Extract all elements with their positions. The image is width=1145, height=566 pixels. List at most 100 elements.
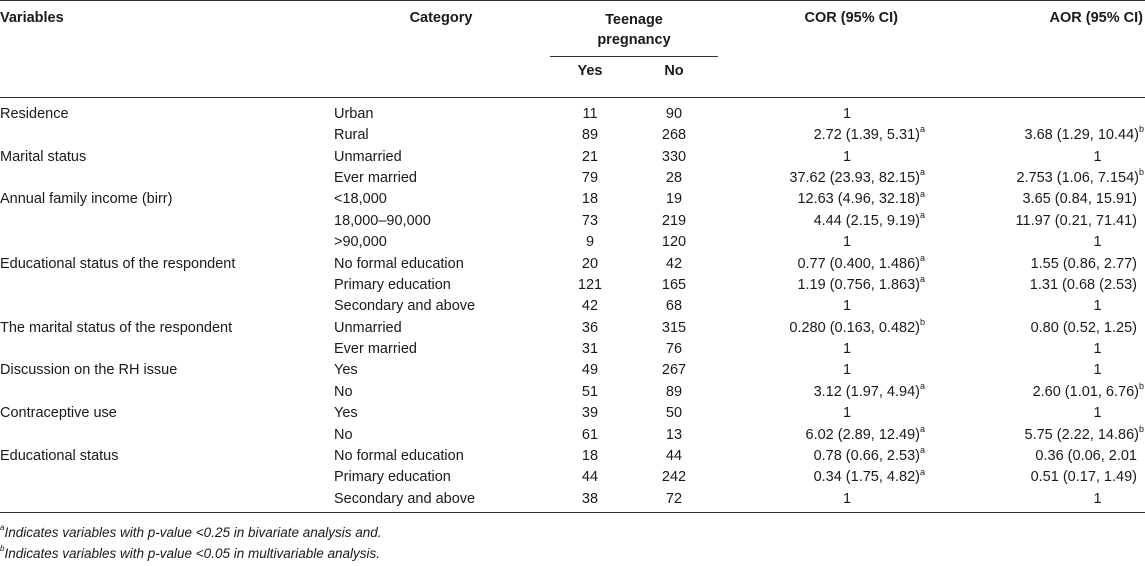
cell-aor: 0.80 (0.52, 1.25): [1030, 319, 1137, 336]
footnote-marker: a: [919, 124, 925, 135]
cell-no: 44: [665, 448, 683, 465]
table-row: Educational status of the respondent No f…: [0, 253, 1145, 274]
table-body: Residence Urban 11 90 1 Rural 89 268 2.72 (1.39,…: [0, 98, 1145, 514]
cell-no: 242: [661, 469, 687, 486]
cell-category: Secondary and above: [334, 298, 476, 315]
footnote-marker: b: [919, 316, 925, 327]
cell-cor: 0.280 (0.163, 0.482)b: [789, 316, 925, 336]
cell-yes: 44: [581, 469, 599, 486]
cell-category: Unmarried: [334, 148, 402, 165]
cell-category: >90,000: [334, 234, 387, 251]
cell-category: Primary education: [334, 276, 451, 293]
cell-category: Rural: [334, 127, 369, 144]
cell-yes: 9: [585, 234, 595, 251]
cell-no: 19: [665, 191, 683, 208]
cell-no: 267: [661, 362, 687, 379]
cell-category: Yes: [334, 405, 358, 422]
table-row: Ever married 31 76 1 1: [0, 339, 1145, 360]
cell-cor: 1: [842, 148, 852, 165]
header-cor: COR (95% CI): [718, 0, 932, 98]
cell-cor: 1: [842, 341, 852, 358]
cell-variable: Marital status: [0, 148, 87, 165]
cell-category: No: [334, 383, 353, 400]
header-variables: Variables: [0, 0, 332, 98]
cell-aor: 2.60 (1.01, 6.76)b: [1032, 381, 1144, 400]
cell-cor: 3.12 (1.97, 4.94)a: [813, 381, 925, 400]
cell-category: No formal education: [334, 255, 464, 272]
cell-yes: 73: [581, 212, 599, 229]
cell-no: 219: [661, 212, 687, 229]
cell-no: 13: [665, 426, 683, 443]
cell-aor: 1: [1093, 148, 1102, 165]
cell-cor: 1: [842, 405, 852, 422]
table-row: Secondary and above 38 72 1 1: [0, 488, 1145, 514]
table-row: Secondary and above 42 68 1 1: [0, 296, 1145, 317]
footnote-marker: a: [919, 445, 925, 456]
footnote-marker: a: [919, 381, 925, 392]
footnote-marker: a: [919, 209, 925, 220]
header-teenage-pregnancy: Teenage pregnancy: [550, 0, 718, 57]
cell-category: Yes: [334, 362, 358, 379]
cell-variable: [0, 296, 332, 317]
footnote-marker: b: [1138, 423, 1144, 434]
cell-cor: 0.34 (1.75, 4.82)a: [813, 466, 925, 486]
table-row: Educational status No formal education 18 4…: [0, 446, 1145, 467]
cell-aor: 1.55 (0.86, 2.77): [1030, 255, 1137, 272]
header-row-2: Yes No: [0, 56, 1145, 98]
footnote-marker: b: [1138, 167, 1144, 178]
cell-cor: 6.02 (2.89, 12.49)a: [805, 423, 926, 443]
table-row: No 51 89 3.12 (1.97, 4.94)a 2.60 (1.01, 6.76…: [0, 382, 1145, 403]
table-row: Discussion on the RH issue Yes 49 267 1 1: [0, 360, 1145, 381]
cell-category: No: [334, 426, 353, 443]
cell-variable: [0, 382, 332, 403]
cell-category: Unmarried: [334, 319, 402, 336]
cell-aor: 1: [932, 488, 1145, 514]
cell-yes: 51: [581, 383, 599, 400]
cell-aor: 2.753 (1.06, 7.154)b: [1016, 167, 1144, 186]
cell-variable: Contraceptive use: [0, 405, 117, 422]
cell-variable: [0, 467, 332, 488]
footnote-marker: a: [919, 274, 925, 285]
header-row-1: Variables Category Teenage pregnancy COR…: [0, 0, 1145, 98]
cell-yes: 89: [581, 127, 599, 144]
cell-aor: 1: [1093, 362, 1102, 379]
cell-no: 42: [665, 255, 683, 272]
cell-yes: 42: [581, 298, 599, 315]
cell-no: 76: [665, 341, 683, 358]
cell-cor: 1: [842, 298, 852, 315]
cell-variable: [0, 424, 332, 445]
cell-no: 72: [630, 488, 718, 514]
cell-yes: 36: [581, 319, 599, 336]
cell-variable: [0, 339, 332, 360]
cell-aor: 1: [1093, 234, 1102, 251]
cell-variable: Discussion on the RH issue: [0, 362, 178, 379]
cell-variable: [0, 168, 332, 189]
cell-no: 315: [661, 319, 687, 336]
table-header: Variables Category Teenage pregnancy COR…: [0, 0, 1145, 98]
cell-aor: 0.36 (0.06, 2.01: [1035, 448, 1137, 465]
cell-cor: 0.77 (0.400, 1.486)a: [797, 252, 925, 272]
footnote-marker: a: [919, 188, 925, 199]
cell-category: Secondary and above: [332, 488, 550, 514]
header-aor: AOR (95% CI): [932, 0, 1145, 98]
cell-category: Urban: [334, 106, 374, 122]
cell-variable: The marital status of the respondent: [0, 319, 233, 336]
cell-aor: 1: [1093, 341, 1102, 358]
cell-variable: [0, 232, 332, 253]
cell-yes: 31: [581, 341, 599, 358]
cell-variable: [0, 275, 332, 296]
results-table: Variables Category Teenage pregnancy COR…: [0, 0, 1145, 514]
cell-cor: 1: [842, 362, 852, 379]
cell-no: 90: [665, 106, 683, 122]
footnote-marker: b: [1138, 381, 1144, 392]
header-yes: Yes: [550, 56, 630, 98]
cell-variable: [0, 488, 332, 514]
cell-variable: Residence: [0, 106, 69, 122]
cell-no: 165: [661, 276, 687, 293]
footnote-marker: a: [919, 466, 925, 477]
cell-aor: [932, 98, 1145, 126]
footnote-a: aIndicates variables with p-value <0.25 …: [0, 522, 382, 540]
table-row: 18,000–90,000 73 219 4.44 (2.15, 9.19)a 11.9…: [0, 209, 1145, 232]
table-row: No 61 13 6.02 (2.89, 12.49)a 5.75 (2.22, 14.…: [0, 424, 1145, 445]
cell-aor: 0.51 (0.17, 1.49): [1030, 469, 1137, 486]
